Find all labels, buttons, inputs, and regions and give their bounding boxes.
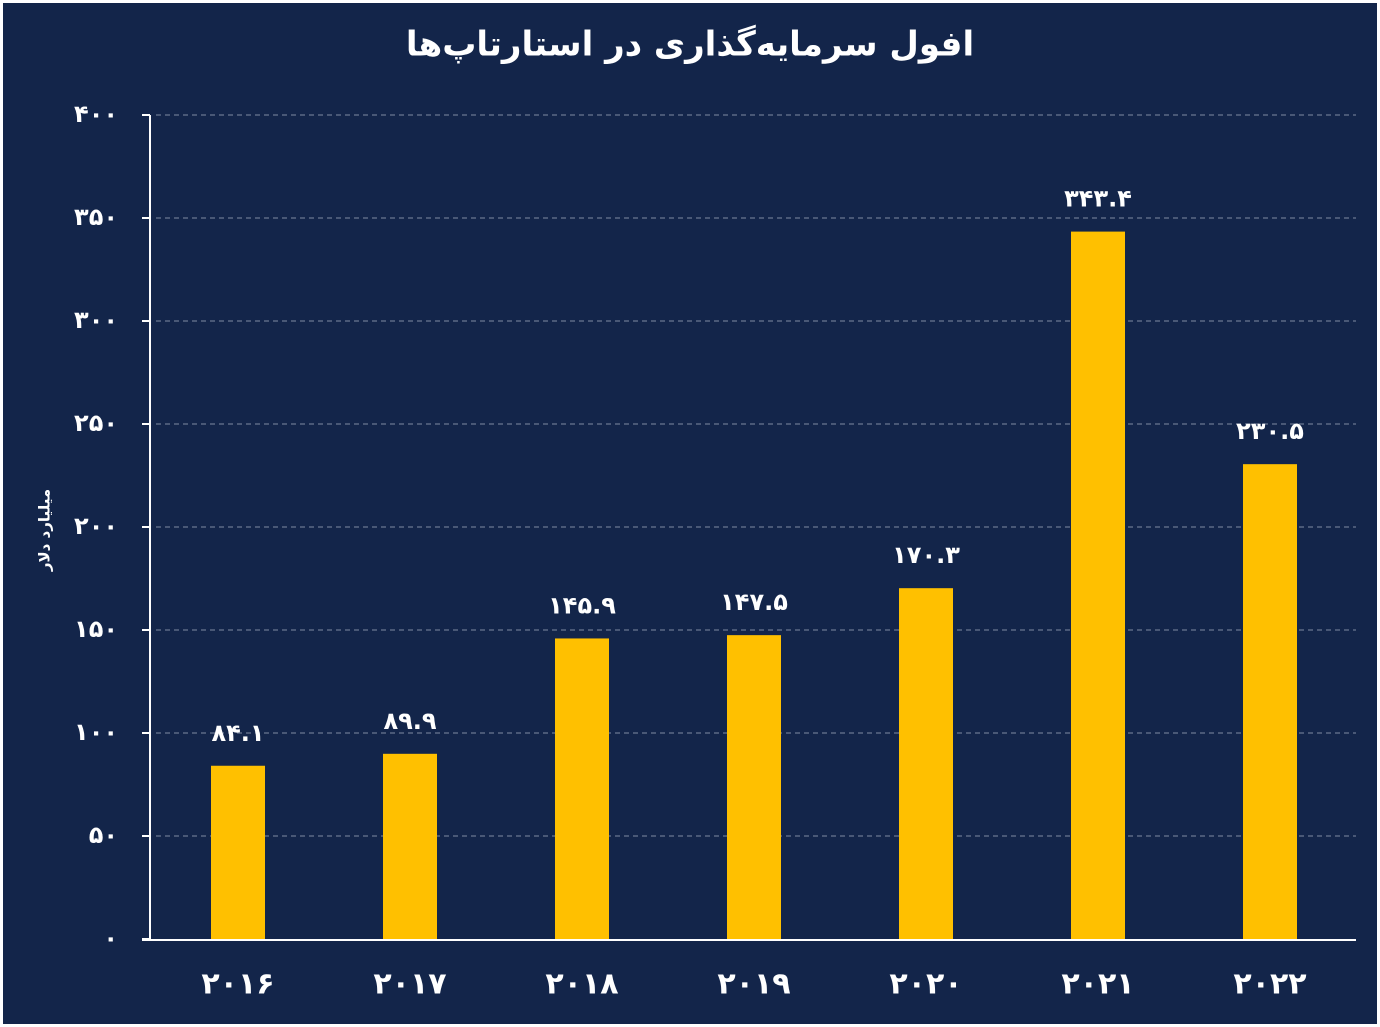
x-tick-label: ۲۰۱۷ <box>373 967 446 1002</box>
value-label: ۱۴۵.۹ <box>548 591 616 619</box>
y-tick-label: ۱۰۰ <box>74 718 118 746</box>
value-label: ۱۴۷.۵ <box>720 588 788 616</box>
bar <box>555 638 609 939</box>
x-tick-label: ۲۰۱۹ <box>717 967 790 1002</box>
chart-title: افول سرمایه‌گذاری در استارتاپ‌ها <box>406 25 974 65</box>
bar <box>1243 464 1297 939</box>
bar <box>727 635 781 939</box>
value-label: ۳۴۳.۴ <box>1064 185 1132 213</box>
y-axis-label: میلیارد دلار <box>36 489 54 572</box>
y-tick-label: ۵۰ <box>89 821 118 849</box>
value-label: ۸۹.۹ <box>383 707 436 735</box>
y-tick-label: ۳۵۰ <box>74 203 118 231</box>
bar <box>211 765 265 939</box>
bar <box>899 588 953 939</box>
y-tick-label: ۳۰۰ <box>74 306 118 334</box>
bar <box>383 753 437 939</box>
x-tick-label: ۲۰۲۲ <box>1233 967 1306 1002</box>
x-tick-label: ۲۰۲۱ <box>1061 967 1134 1002</box>
y-tick-label: ۲۰۰ <box>74 512 118 540</box>
x-tick-label: ۲۰۱۸ <box>545 967 618 1002</box>
y-tick-label: ۰ <box>103 924 118 952</box>
bar <box>1071 231 1125 939</box>
x-tick-label: ۲۰۱۶ <box>201 967 274 1002</box>
value-label: ۲۳۰.۵ <box>1236 417 1304 445</box>
value-label: ۱۷۰.۳ <box>892 541 960 569</box>
x-tick-label: ۲۰۲۰ <box>889 967 962 1002</box>
y-tick-label: ۱۵۰ <box>74 615 118 643</box>
y-tick-label: ۲۵۰ <box>74 409 118 437</box>
value-label: ۸۴.۱ <box>211 719 264 747</box>
y-tick-label: ۴۰۰ <box>74 100 118 128</box>
